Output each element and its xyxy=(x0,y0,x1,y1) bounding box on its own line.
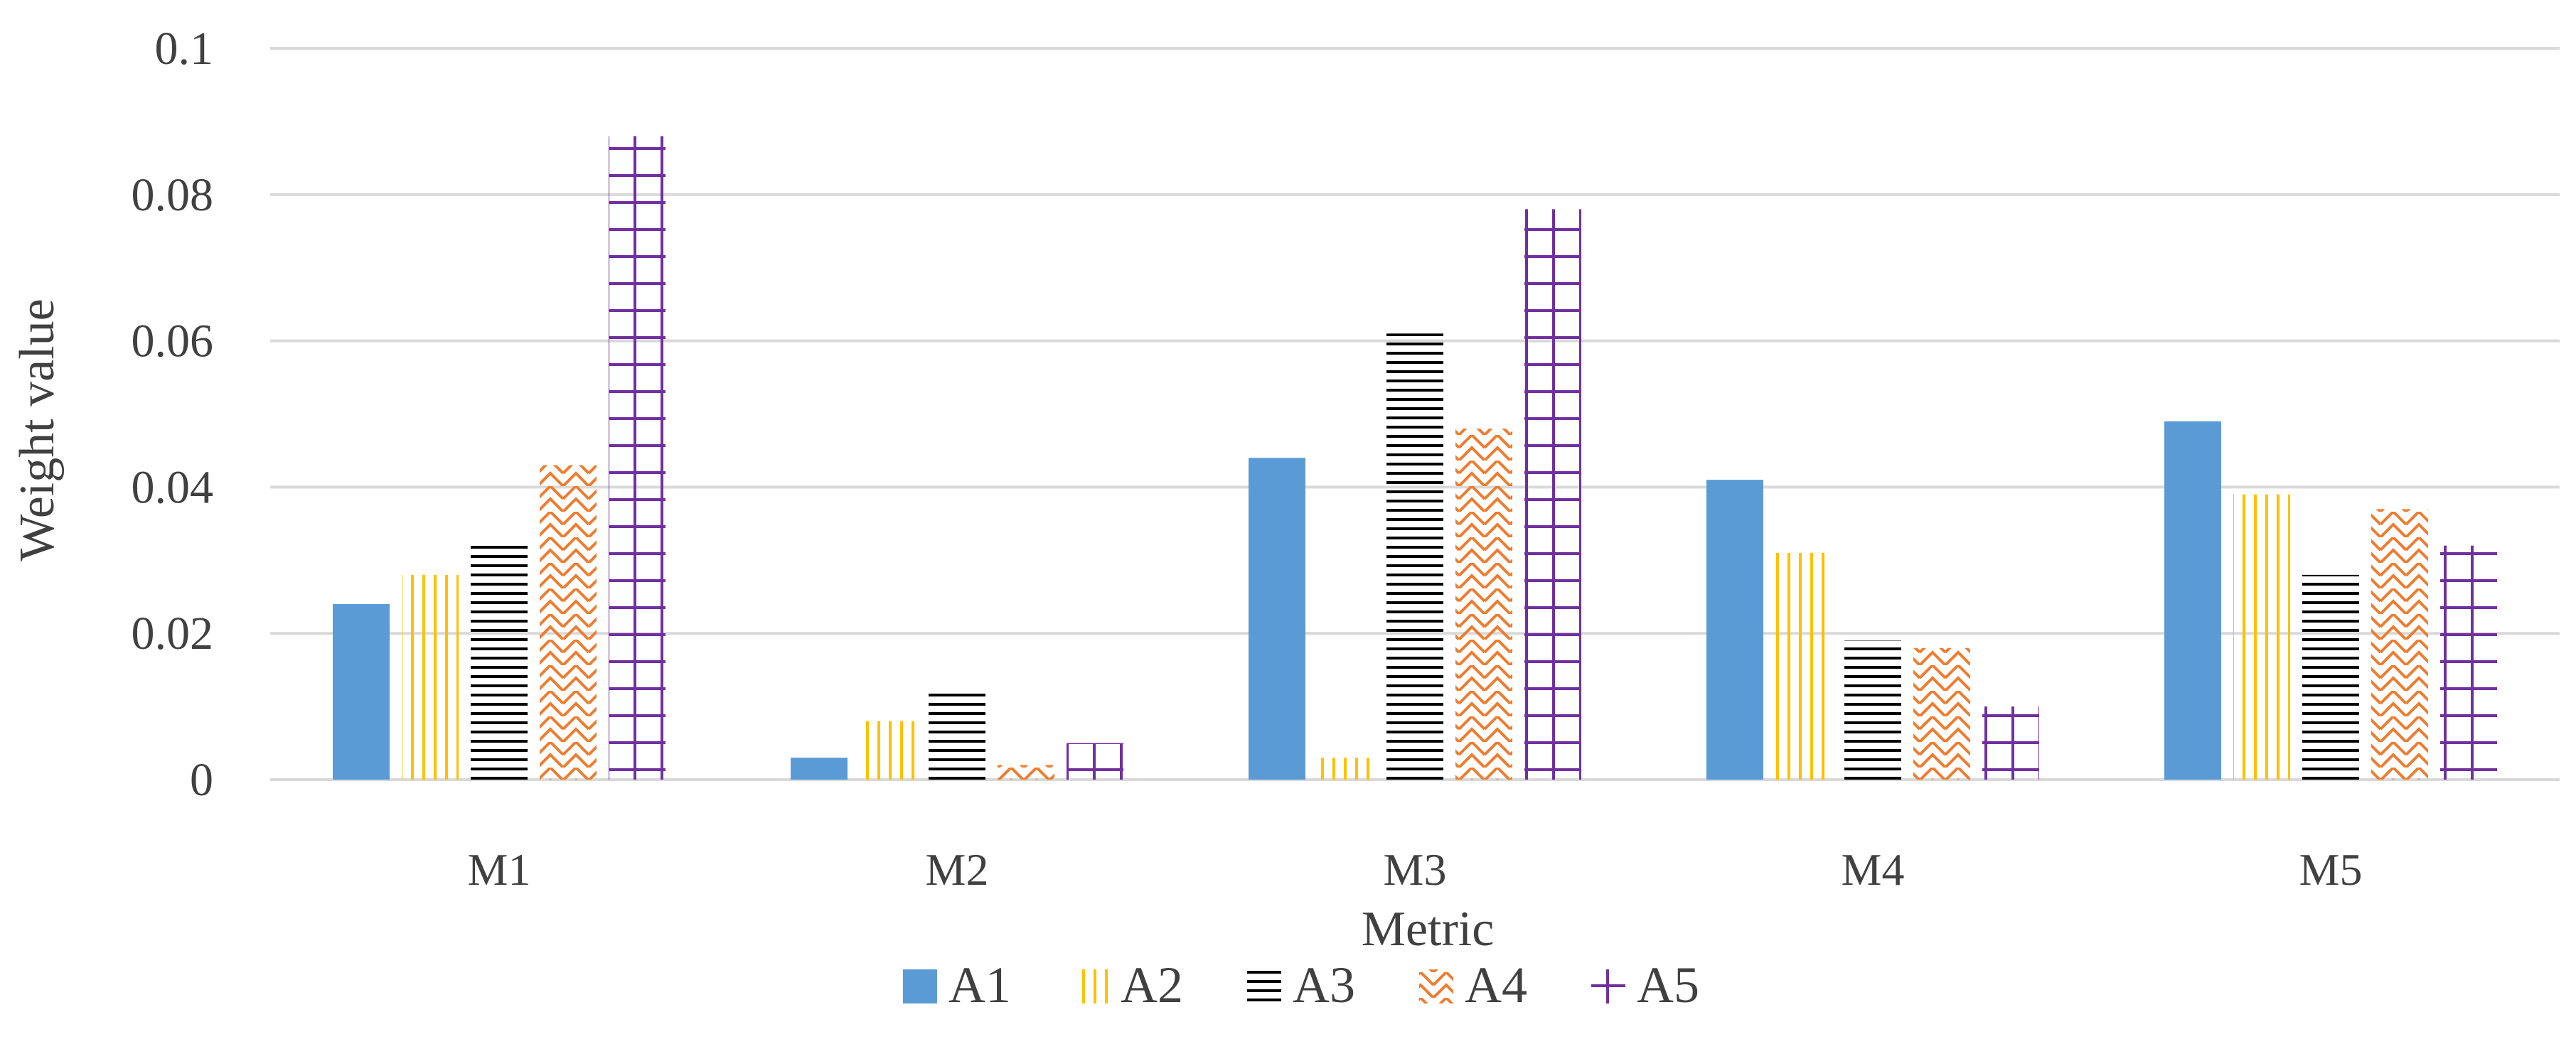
bar-a4-m4 xyxy=(1913,647,1970,780)
bar-a2-m2 xyxy=(860,721,916,780)
bar-a2-m4 xyxy=(1775,553,1832,780)
x-category-label: M3 xyxy=(1384,844,1447,895)
legend-item-a3: A3 xyxy=(1247,957,1355,1013)
legend-label: A3 xyxy=(1293,957,1355,1013)
bar-a4-m5 xyxy=(2371,509,2428,780)
x-category-label: M5 xyxy=(2299,844,2363,895)
bar-a1-m4 xyxy=(1706,480,1763,780)
bar-a3-m2 xyxy=(929,691,985,780)
bar-a3-m3 xyxy=(1386,333,1443,780)
bar-a5-m4 xyxy=(1982,706,2039,780)
legend-label: A5 xyxy=(1637,957,1699,1013)
legend-swatch-a4 xyxy=(1419,969,1453,1003)
y-tick-label: 0 xyxy=(190,754,213,806)
x-category-label: M1 xyxy=(468,844,531,895)
bar-a2-m5 xyxy=(2233,494,2290,780)
bar-a4-m1 xyxy=(540,465,597,780)
bar-a1-m2 xyxy=(791,758,848,780)
bar-a3-m1 xyxy=(471,545,528,780)
legend-item-a5: A5 xyxy=(1591,957,1699,1013)
bar-a5-m2 xyxy=(1067,743,1123,780)
y-tick-label: 0.08 xyxy=(132,169,214,221)
bar-a1-m5 xyxy=(2164,421,2221,780)
bar-a1-m3 xyxy=(1249,458,1305,780)
bar-a5-m1 xyxy=(609,136,666,780)
bar-a1-m1 xyxy=(333,604,390,780)
x-axis-title: Metric xyxy=(1362,902,1495,957)
y-tick-label: 0.02 xyxy=(132,608,214,660)
y-tick-label: 0.06 xyxy=(132,316,214,367)
legend-swatch-a3 xyxy=(1247,969,1281,1003)
y-tick-label: 0.1 xyxy=(155,23,214,75)
y-axis-title: Weight value xyxy=(10,298,65,561)
legend-label: A2 xyxy=(1121,957,1183,1013)
bar-a2-m3 xyxy=(1318,758,1374,780)
bar-a4-m3 xyxy=(1455,429,1512,780)
legend-swatch-a5 xyxy=(1591,969,1625,1003)
x-category-label: M4 xyxy=(1842,844,1905,895)
bar-a3-m4 xyxy=(1844,640,1901,780)
bar-a5-m5 xyxy=(2440,545,2497,780)
legend-item-a2: A2 xyxy=(1075,957,1183,1013)
legend-item-a1: A1 xyxy=(903,957,1011,1013)
y-tick-label: 0.04 xyxy=(132,461,214,513)
legend-item-a4: A4 xyxy=(1419,957,1527,1013)
bar-a4-m2 xyxy=(998,765,1054,780)
bar-a5-m3 xyxy=(1524,209,1581,780)
x-category-label: M2 xyxy=(926,844,989,895)
legend-swatch-a2 xyxy=(1075,969,1109,1003)
legend-label: A1 xyxy=(948,957,1011,1013)
bar-a3-m5 xyxy=(2302,574,2359,780)
bar-a2-m1 xyxy=(402,574,459,780)
legend-swatch-a1 xyxy=(903,969,937,1003)
legend-label: A4 xyxy=(1465,957,1527,1013)
